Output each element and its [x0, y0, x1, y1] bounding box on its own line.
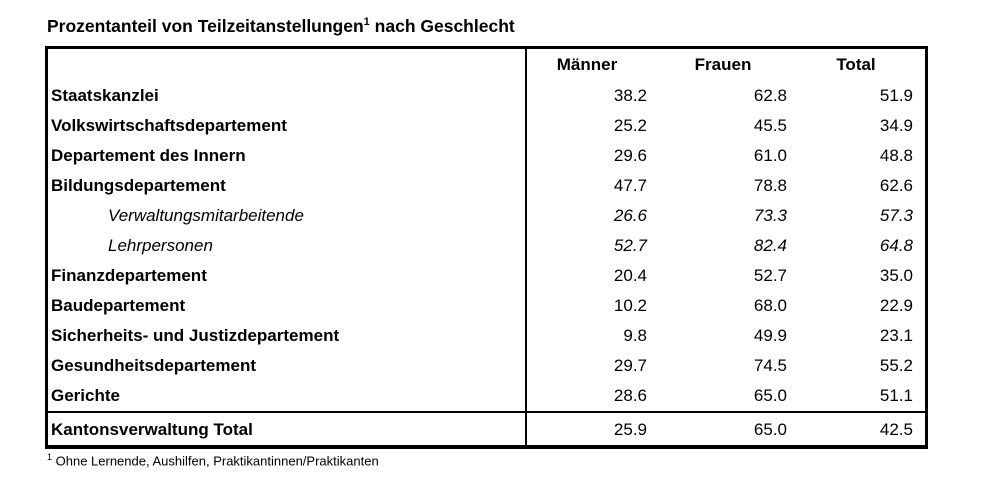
row-label: Sicherheits- und Justizdepartement: [51, 326, 340, 345]
table-row: Staatskanzlei 38.2 62.8 51.9: [48, 81, 925, 111]
cell-total: 48.8: [879, 146, 913, 165]
table-row: Sicherheits- und Justizdepartement 9.8 4…: [48, 321, 925, 351]
cell-maenner: 25.2: [525, 111, 659, 141]
table-subrow: Verwaltungsmitarbeitende 26.6 73.3 57.3: [48, 201, 925, 231]
table-total-row: Kantonsverwaltung Total 25.9 65.0 42.5: [48, 411, 925, 445]
cell-total: 51.1: [879, 386, 913, 405]
cell-total: 23.1: [879, 326, 913, 345]
title-rest: nach Geschlecht: [369, 16, 515, 36]
column-header-total: Total: [836, 55, 876, 74]
cell-maenner: 38.2: [525, 81, 659, 111]
row-label: Staatskanzlei: [51, 86, 159, 105]
cell-frauen: 61.0: [753, 146, 787, 165]
table-row: Departement des Innern 29.6 61.0 48.8: [48, 141, 925, 171]
cell-maenner: 10.2: [525, 291, 659, 321]
table-subrow: Lehrpersonen 52.7 82.4 64.8: [48, 231, 925, 261]
footnote-marker: 1: [47, 452, 53, 462]
cell-frauen: 68.0: [753, 296, 787, 315]
cell-maenner: 25.9: [525, 413, 659, 445]
cell-total: 64.8: [879, 236, 913, 255]
table-row: Bildungsdepartement 47.7 78.8 62.6: [48, 171, 925, 201]
cell-total: 35.0: [879, 266, 913, 285]
cell-frauen: 74.5: [753, 356, 787, 375]
column-header-maenner: Männer: [525, 49, 659, 81]
footnote-text: Ohne Lernende, Aushilfen, Praktikantinne…: [52, 453, 379, 469]
cell-total: 34.9: [879, 116, 913, 135]
row-label: Kantonsverwaltung Total: [51, 420, 253, 439]
cell-total: 42.5: [879, 420, 913, 439]
cell-total: 55.2: [879, 356, 913, 375]
table-row: Gerichte 28.6 65.0 51.1: [48, 381, 925, 411]
cell-maenner: 28.6: [525, 381, 659, 411]
table-row: Finanzdepartement 20.4 52.7 35.0: [48, 261, 925, 291]
cell-maenner: 29.6: [525, 141, 659, 171]
row-label: Gesundheitsdepartement: [51, 356, 256, 375]
cell-maenner: 47.7: [525, 171, 659, 201]
table-row: Baudepartement 10.2 68.0 22.9: [48, 291, 925, 321]
cell-total: 62.6: [879, 176, 913, 195]
row-label: Finanzdepartement: [51, 266, 207, 285]
header-empty-cell: [48, 49, 525, 81]
cell-frauen: 49.9: [753, 326, 787, 345]
cell-maenner: 26.6: [525, 201, 659, 231]
title-footnote-marker: 1: [363, 16, 370, 29]
table-header-row: Männer Frauen Total: [48, 49, 925, 81]
cell-frauen: 65.0: [753, 420, 787, 439]
row-label: Baudepartement: [51, 296, 186, 315]
row-label: Gerichte: [51, 386, 120, 405]
table-title: Prozentanteil von Teilzeitanstellungen1 …: [47, 16, 1000, 37]
cell-total: 51.9: [879, 86, 913, 105]
cell-maenner: 52.7: [525, 231, 659, 261]
table-row: Volkswirtschaftsdepartement 25.2 45.5 34…: [48, 111, 925, 141]
cell-frauen: 45.5: [753, 116, 787, 135]
row-label: Verwaltungsmitarbeitende: [108, 206, 304, 225]
cell-maenner: 9.8: [525, 321, 659, 351]
document-page: Prozentanteil von Teilzeitanstellungen 1 …: [45, 16, 1000, 468]
cell-total: 57.3: [879, 206, 913, 225]
cell-maenner: 29.7: [525, 351, 659, 381]
cell-frauen: 73.3: [753, 206, 787, 225]
cell-frauen: 62.8: [753, 86, 787, 105]
row-label: Departement des Innern: [51, 146, 246, 165]
cell-frauen: 78.8: [753, 176, 787, 195]
column-header-frauen: Frauen: [694, 55, 752, 74]
row-label: Lehrpersonen: [108, 236, 213, 255]
cell-frauen: 52.7: [753, 266, 787, 285]
cell-maenner: 20.4: [525, 261, 659, 291]
cell-frauen: 82.4: [753, 236, 787, 255]
row-label: Bildungsdepartement: [51, 176, 226, 195]
title-text: Prozentanteil von Teilzeitanstellungen: [47, 16, 364, 36]
part-time-percentage-table: Männer Frauen Total Staatskanzlei 38.2 6…: [45, 46, 928, 449]
cell-total: 22.9: [879, 296, 913, 315]
footnote: 1 Ohne Lernende, Aushilfen, Praktikantin…: [47, 452, 1000, 468]
cell-frauen: 65.0: [753, 386, 787, 405]
table-row: Gesundheitsdepartement 29.7 74.5 55.2: [48, 351, 925, 381]
row-label: Volkswirtschaftsdepartement: [51, 116, 287, 135]
